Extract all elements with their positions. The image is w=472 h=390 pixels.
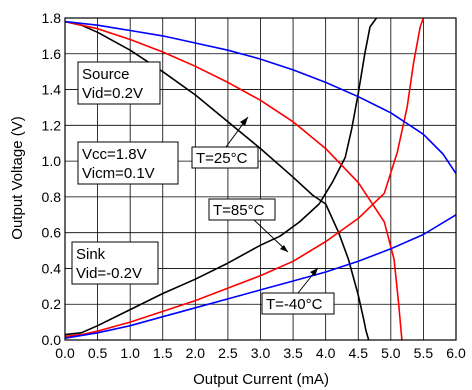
annotation-source: Source Vid=0.2V [77,61,161,105]
annotation-t85-label: T=85°C [213,202,265,219]
y-tick-label: 0.6 [42,225,62,241]
series-line-3 [64,17,425,338]
annotation-t-40: T=-40°C [261,267,335,315]
annotation-t-40-label: T=-40°C [266,296,323,313]
x-axis-title: Output Current (mA) [193,371,329,388]
annotation-t85: T=85°C [208,198,289,253]
y-tick-label: 0.4 [42,260,62,276]
arrowhead-t25 [240,117,248,126]
y-tick-label: 0.0 [42,332,62,348]
y-tick-label: 0.2 [42,296,62,312]
annotation-sink-line1: Sink [76,246,106,263]
annotation-source-line1: Source [82,66,130,83]
y-axis-title: Output Voltage (V) [9,116,26,239]
x-tick-label: 3.0 [251,345,271,361]
y-tick-label: 1.0 [42,153,62,169]
annotation-source-line2: Vid=0.2V [82,85,143,102]
y-tick-label: 1.4 [42,82,62,98]
series-line-2 [64,20,403,341]
data-curves [64,17,457,341]
tick-labels: 0.0 0.5 1.0 1.5 2.0 2.5 3.0 3.5 4.0 4.5 5.0 5.5 6.0 0… [42,10,466,361]
x-tick-label: 4.5 [349,345,369,361]
annotation-conditions: Vcc=1.8V Vicm=0.1V [77,141,179,185]
y-tick-label: 0.8 [42,189,62,205]
series-line-5 [64,214,457,339]
x-tick-label: 0.5 [88,345,108,361]
x-tick-label: 3.5 [283,345,303,361]
x-tick-label: 1.0 [120,345,140,361]
y-tick-label: 1.8 [42,10,62,26]
plot-frame [64,17,457,341]
x-tick-label: 4.0 [316,345,336,361]
x-tick-label: 1.5 [153,345,173,361]
series-line-1 [64,17,378,336]
x-tick-label: 5.0 [381,345,401,361]
series-line-4 [64,20,457,175]
x-tick-label: 5.5 [414,345,434,361]
annotation-sink: Sink Vid=-0.2V [71,241,159,285]
arrowhead-t-40 [310,268,318,276]
annotation-t25: T=25°C [191,116,259,169]
y-tick-label: 1.2 [42,117,62,133]
x-tick-label: 6.0 [446,345,466,361]
series-line-0 [64,20,370,341]
x-tick-label: 2.0 [186,345,206,361]
x-tick-label: 0.0 [55,345,75,361]
annotation-vcc: Vcc=1.8V [82,146,147,163]
annotation-vicm: Vicm=0.1V [82,165,155,182]
x-tick-label: 2.5 [218,345,238,361]
y-tick-label: 1.6 [42,46,62,62]
annotation-sink-line2: Vid=-0.2V [76,265,142,282]
arrowhead-t85 [280,245,288,252]
annotation-t25-label: T=25°C [196,150,248,167]
